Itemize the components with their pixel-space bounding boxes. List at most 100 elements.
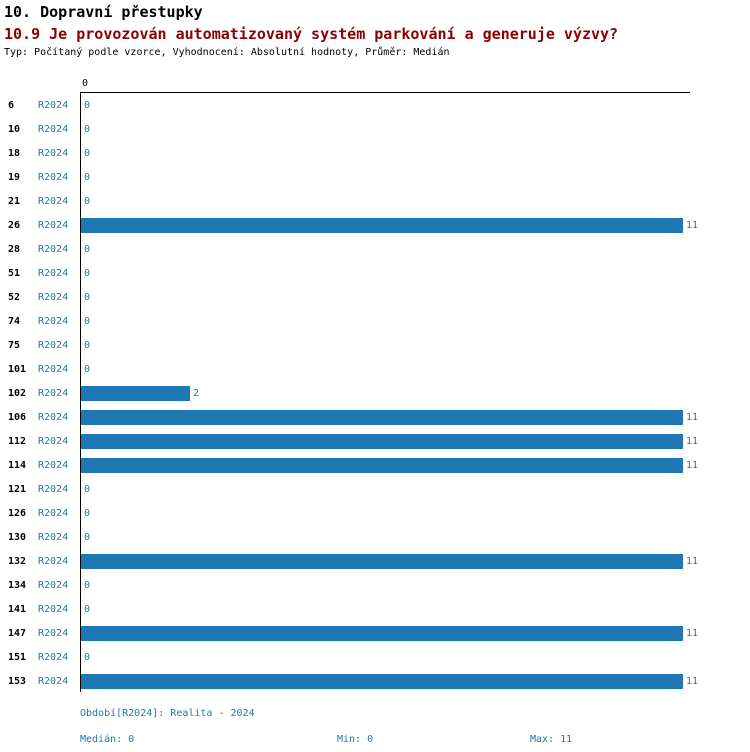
bar-value-label: 0 [84, 651, 91, 663]
bar-row: 6 R2024 0 [0, 93, 750, 117]
row-category-label: 51 [8, 267, 21, 279]
bar-zone: 0 [81, 93, 750, 117]
bar-row: 134 R2024 0 [0, 573, 750, 597]
bar-zone: 0 [81, 333, 750, 357]
row-category-label: 134 [8, 579, 27, 591]
bar-zone: 0 [81, 141, 750, 165]
bar-zone: 0 [81, 597, 750, 621]
bar-row: 74 R2024 0 [0, 309, 750, 333]
bar-row: 51 R2024 0 [0, 261, 750, 285]
bar-value-label: 0 [84, 363, 91, 375]
bar-zone: 0 [81, 525, 750, 549]
bar-zone: 0 [81, 285, 750, 309]
y-axis-line [80, 92, 81, 692]
row-series-label: R2024 [38, 555, 69, 567]
row-category-label: 106 [8, 411, 27, 423]
chart-subtitle: 10.9 Je provozován automatizovaný systém… [4, 25, 619, 43]
bar-value-label: 11 [686, 627, 699, 639]
bar-row: 102 R2024 2 [0, 381, 750, 405]
bar-row: 21 R2024 0 [0, 189, 750, 213]
stat-median: Medián: 0 [80, 734, 135, 745]
row-series-label: R2024 [38, 171, 69, 183]
row-category-label: 121 [8, 483, 27, 495]
bar [81, 409, 683, 425]
bar-zone: 11 [81, 549, 750, 573]
row-series-label: R2024 [38, 267, 69, 279]
stat-min: Min: 0 [337, 734, 374, 745]
bar-value-label: 0 [84, 483, 91, 495]
bar-zone: 2 [81, 381, 750, 405]
row-category-label: 147 [8, 627, 27, 639]
row-series-label: R2024 [38, 459, 69, 471]
bar-value-label: 0 [84, 603, 91, 615]
row-series-label: R2024 [38, 675, 69, 687]
bar-value-label: 2 [193, 387, 200, 399]
bar-value-label: 0 [84, 339, 91, 351]
row-series-label: R2024 [38, 531, 69, 543]
bar-row: 19 R2024 0 [0, 165, 750, 189]
bar-value-label: 0 [84, 147, 91, 159]
row-category-label: 153 [8, 675, 27, 687]
bar-row: 126 R2024 0 [0, 501, 750, 525]
bar-rows: 6 R2024 0 10 R2024 0 18 R2024 0 19 R2024… [0, 93, 750, 693]
chart-meta-info: Typ: Počítaný podle vzorce, Vyhodnocení:… [4, 47, 450, 58]
bar-row: 147 R2024 11 [0, 621, 750, 645]
chart-title: 10. Dopravní přestupky [4, 3, 203, 21]
stat-max: Max: 11 [530, 734, 573, 745]
bar-zone: 0 [81, 501, 750, 525]
row-category-label: 21 [8, 195, 21, 207]
bar-zone: 11 [81, 453, 750, 477]
row-category-label: 151 [8, 651, 27, 663]
bar [81, 433, 683, 449]
row-category-label: 132 [8, 555, 27, 567]
row-category-label: 75 [8, 339, 21, 351]
row-category-label: 10 [8, 123, 21, 135]
bar-row: 130 R2024 0 [0, 525, 750, 549]
bar-zone: 11 [81, 669, 750, 693]
bar [81, 553, 683, 569]
bar-row: 112 R2024 11 [0, 429, 750, 453]
bar-row: 18 R2024 0 [0, 141, 750, 165]
row-category-label: 112 [8, 435, 27, 447]
row-category-label: 141 [8, 603, 27, 615]
row-category-label: 126 [8, 507, 27, 519]
bar-value-label: 0 [84, 507, 91, 519]
bar-row: 153 R2024 11 [0, 669, 750, 693]
row-category-label: 130 [8, 531, 27, 543]
row-category-label: 114 [8, 459, 27, 471]
bar-row: 75 R2024 0 [0, 333, 750, 357]
bar-row: 121 R2024 0 [0, 477, 750, 501]
bar-zone: 0 [81, 189, 750, 213]
row-category-label: 102 [8, 387, 27, 399]
bar-value-label: 11 [686, 459, 699, 471]
bar-row: 151 R2024 0 [0, 645, 750, 669]
bar-zone: 0 [81, 261, 750, 285]
bar-zone: 11 [81, 213, 750, 237]
row-series-label: R2024 [38, 411, 69, 423]
bar-value-label: 0 [84, 531, 91, 543]
x-axis-tick-label: 0 [82, 78, 89, 89]
bar-row: 26 R2024 11 [0, 213, 750, 237]
bar-zone: 0 [81, 165, 750, 189]
bar-row: 101 R2024 0 [0, 357, 750, 381]
bar-value-label: 0 [84, 315, 91, 327]
row-series-label: R2024 [38, 387, 69, 399]
row-category-label: 6 [8, 99, 15, 111]
row-series-label: R2024 [38, 435, 69, 447]
row-category-label: 18 [8, 147, 21, 159]
bar-row: 141 R2024 0 [0, 597, 750, 621]
bar-value-label: 0 [84, 291, 91, 303]
bar-zone: 0 [81, 573, 750, 597]
bar-zone: 0 [81, 117, 750, 141]
row-category-label: 101 [8, 363, 27, 375]
bar-value-label: 0 [84, 579, 91, 591]
row-series-label: R2024 [38, 363, 69, 375]
legend-period: Období[R2024]: Realita - 2024 [80, 708, 255, 719]
row-series-label: R2024 [38, 123, 69, 135]
bar-value-label: 0 [84, 123, 91, 135]
row-series-label: R2024 [38, 339, 69, 351]
bar [81, 217, 683, 233]
bar-value-label: 0 [84, 195, 91, 207]
bar [81, 385, 190, 401]
bar-zone: 0 [81, 645, 750, 669]
